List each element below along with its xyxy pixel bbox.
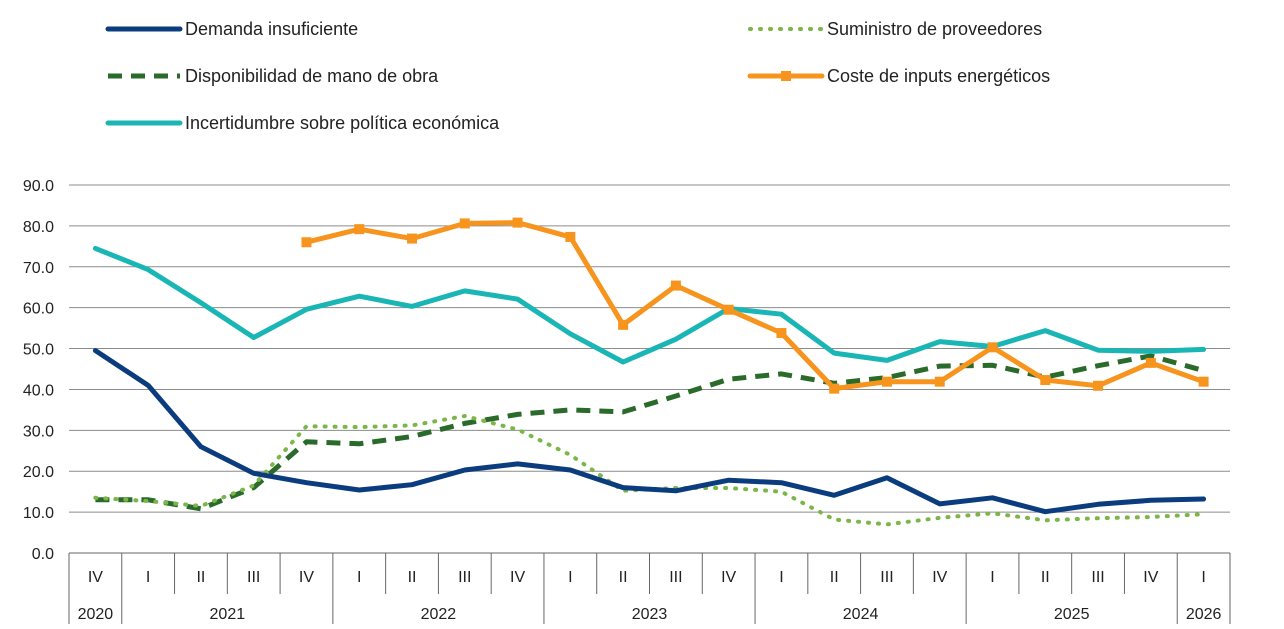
data-point-coste-de-inputs-energeticos (1198, 376, 1209, 387)
legend-item-coste-de-inputs-energeticos: Coste de inputs energéticos (747, 66, 1050, 86)
data-point-coste-de-inputs-energeticos (881, 376, 892, 387)
data-point-coste-de-inputs-energeticos (987, 342, 998, 353)
x-tick-label: I (357, 569, 361, 586)
legend-label: Demanda insuficiente (185, 19, 358, 39)
x-tick-label: III (669, 569, 682, 586)
x-tick-label: III (247, 569, 260, 586)
x-tick-label: II (408, 569, 417, 586)
year-label: 2024 (843, 606, 879, 623)
data-point-coste-de-inputs-energeticos (1145, 357, 1156, 368)
series-line-disponibilidad-de-mano-de-obra (95, 353, 1205, 512)
y-axis: 0.0 10.0 20.0 30.0 40.0 50.0 60.0 70.0 80.0 90.0 (23, 178, 54, 563)
data-point-coste-de-inputs-energeticos (407, 233, 418, 244)
x-tick-label: IV (510, 569, 525, 586)
y-tick-label: 0.0 (32, 546, 54, 563)
x-tick-label: I (779, 569, 783, 586)
x-tick-label: IV (299, 569, 314, 586)
x-tick-label: II (1041, 569, 1050, 586)
legend: Demanda insuficiente Suministro de provee… (105, 19, 1050, 133)
y-tick-label: 60.0 (23, 301, 54, 318)
x-tick-label: II (830, 569, 839, 586)
data-point-coste-de-inputs-energeticos (459, 218, 470, 229)
x-tick-label: III (458, 569, 471, 586)
series-line-demanda-insuficiente (92, 348, 1207, 515)
legend-marker (781, 71, 791, 81)
x-axis: IV I II III IV I II III IV I II III IV I II III IV I II III… (68, 553, 1231, 624)
legend-item-demanda-insuficiente: Demanda insuficiente (105, 19, 358, 39)
y-tick-label: 70.0 (23, 260, 54, 277)
data-point-coste-de-inputs-energeticos (829, 383, 840, 394)
legend-label: Coste de inputs energéticos (827, 66, 1050, 86)
x-tick-label: I (1201, 569, 1205, 586)
legend-item-disponibilidad-de-mano-de-obra: Disponibilidad de mano de obra (108, 66, 439, 86)
legend-item-suministro-de-proveedores: Suministro de proveedores (748, 19, 1042, 39)
data-point-coste-de-inputs-energeticos (301, 237, 312, 248)
y-tick-label: 80.0 (23, 219, 54, 236)
data-point-coste-de-inputs-energeticos (1093, 380, 1104, 391)
data-point-coste-de-inputs-energeticos (618, 319, 629, 330)
data-point-coste-de-inputs-energeticos (670, 280, 681, 291)
y-tick-label: 10.0 (23, 505, 54, 522)
data-point-coste-de-inputs-energeticos (565, 231, 576, 242)
legend-label: Suministro de proveedores (827, 19, 1042, 39)
gridlines (69, 184, 1230, 554)
y-tick-label: 30.0 (23, 423, 54, 440)
data-point-coste-de-inputs-energeticos (1040, 375, 1051, 386)
data-point-coste-de-inputs-energeticos (354, 224, 365, 235)
x-tick-label: IV (1143, 569, 1158, 586)
y-tick-label: 50.0 (23, 342, 54, 359)
x-tick-label: II (619, 569, 628, 586)
year-label: 2022 (421, 606, 457, 623)
data-point-coste-de-inputs-energeticos (934, 376, 945, 387)
x-tick-label: I (568, 569, 572, 586)
x-tick-label: IV (88, 569, 103, 586)
y-tick-label: 20.0 (23, 464, 54, 481)
data-point-coste-de-inputs-energeticos (776, 328, 787, 339)
data-point-coste-de-inputs-energeticos (512, 217, 523, 228)
x-tick-label: IV (932, 569, 947, 586)
x-tick-label: III (1091, 569, 1104, 586)
x-tick-label: III (880, 569, 893, 586)
series-line-suministro-de-proveedores (93, 414, 1206, 527)
year-label: 2023 (632, 606, 668, 623)
x-tick-label: I (146, 569, 150, 586)
legend-label: Incertidumbre sobre política económica (185, 113, 500, 133)
year-label: 2020 (78, 606, 114, 623)
year-label: 2026 (1186, 606, 1222, 623)
year-label: 2021 (210, 606, 246, 623)
y-tick-label: 90.0 (23, 178, 54, 195)
y-tick-label: 40.0 (23, 382, 54, 399)
legend-label: Disponibilidad de mano de obra (185, 66, 439, 86)
x-tick-label: II (196, 569, 205, 586)
x-tick-label: IV (721, 569, 736, 586)
series-line-incertidumbre-sobre-politica-economica (92, 245, 1207, 365)
series-line-coste-de-inputs-energeticos (304, 220, 1207, 392)
legend-item-incertidumbre-sobre-politica-economica: Incertidumbre sobre política económica (105, 113, 500, 133)
x-tick-label: I (990, 569, 994, 586)
series-lines (92, 217, 1209, 527)
year-label: 2025 (1054, 606, 1090, 623)
data-point-coste-de-inputs-energeticos (723, 304, 734, 315)
